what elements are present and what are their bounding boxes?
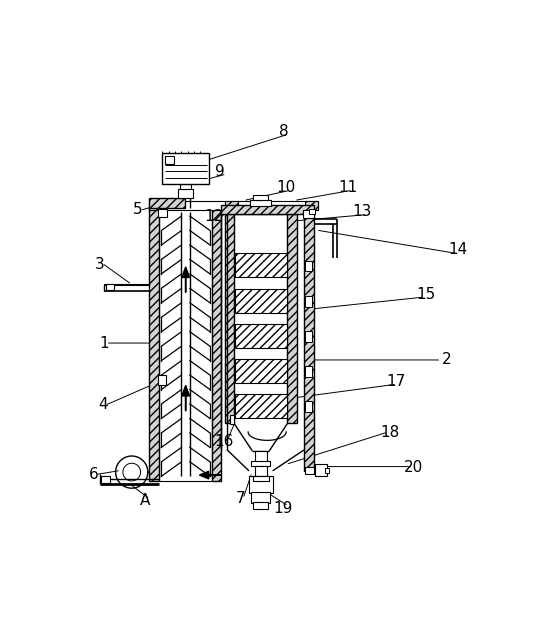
FancyArrow shape: [182, 386, 189, 411]
Bar: [149, 208, 159, 481]
Bar: [178, 189, 193, 198]
Bar: [159, 208, 212, 481]
Text: 17: 17: [387, 374, 406, 389]
Bar: [249, 476, 272, 493]
Bar: [253, 196, 269, 201]
Text: 7: 7: [236, 491, 246, 506]
Bar: [235, 394, 287, 418]
Text: 5: 5: [133, 203, 143, 217]
Bar: [255, 451, 266, 462]
Bar: [310, 209, 316, 214]
Bar: [305, 366, 312, 377]
Bar: [149, 201, 160, 209]
Text: 9: 9: [215, 164, 224, 179]
Bar: [325, 468, 329, 473]
Text: 12: 12: [205, 209, 224, 223]
Bar: [250, 201, 271, 206]
Text: 13: 13: [353, 204, 372, 220]
Bar: [162, 153, 209, 184]
Bar: [149, 201, 318, 209]
Bar: [235, 253, 287, 277]
Text: 3: 3: [95, 257, 105, 272]
Bar: [158, 375, 167, 386]
Text: 16: 16: [214, 434, 234, 448]
Bar: [303, 209, 313, 218]
Bar: [253, 476, 269, 481]
Bar: [252, 493, 270, 503]
Bar: [164, 156, 174, 164]
Bar: [106, 284, 114, 290]
Bar: [225, 201, 238, 209]
Bar: [149, 198, 185, 208]
Text: 8: 8: [279, 124, 289, 139]
Bar: [230, 415, 234, 425]
Bar: [253, 502, 269, 509]
Bar: [255, 465, 266, 476]
Bar: [287, 209, 297, 423]
Text: 6: 6: [89, 467, 98, 482]
Text: 19: 19: [274, 501, 293, 516]
Text: A: A: [140, 493, 151, 508]
Text: 10: 10: [276, 180, 296, 195]
FancyArrow shape: [199, 471, 221, 479]
Bar: [235, 359, 287, 383]
Bar: [252, 460, 270, 465]
Text: 11: 11: [338, 180, 357, 195]
Bar: [305, 296, 312, 307]
Bar: [225, 206, 297, 214]
Bar: [305, 401, 312, 412]
Bar: [314, 464, 327, 476]
Bar: [305, 331, 312, 342]
Bar: [101, 476, 110, 483]
Bar: [305, 467, 314, 474]
Text: 14: 14: [448, 242, 467, 257]
Text: 20: 20: [403, 460, 423, 476]
Bar: [180, 184, 191, 189]
Bar: [235, 289, 287, 313]
Text: 18: 18: [380, 425, 400, 440]
Bar: [212, 208, 222, 481]
Bar: [305, 201, 318, 209]
Text: 2: 2: [442, 352, 452, 367]
FancyArrow shape: [182, 267, 189, 292]
Text: 4: 4: [98, 397, 108, 412]
Bar: [225, 209, 234, 423]
Bar: [304, 209, 313, 471]
Bar: [221, 204, 313, 214]
Text: 15: 15: [416, 287, 436, 302]
Bar: [235, 323, 287, 348]
Bar: [305, 260, 312, 271]
Bar: [158, 209, 167, 217]
Text: 1: 1: [99, 335, 109, 350]
